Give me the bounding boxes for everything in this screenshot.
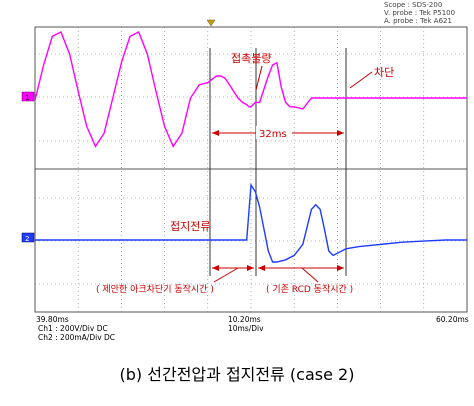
proposed-arrow-right-icon bbox=[247, 265, 254, 271]
svg-text:1: 1 bbox=[25, 94, 29, 102]
ch1-waveform bbox=[34, 31, 467, 148]
ch2-setting-label: Ch2 : 200mA/Div DC bbox=[38, 333, 115, 342]
rcd-time-pointer bbox=[301, 267, 319, 283]
ch1-marker: 1 bbox=[21, 91, 35, 102]
cutoff-pointer bbox=[349, 71, 373, 89]
figure-caption: (b) 선간전압과 접지전류 (case 2) bbox=[120, 365, 355, 384]
current-probe-label: A. probe : Tek A621 bbox=[384, 17, 452, 25]
duration-arrow-right-icon bbox=[337, 130, 344, 136]
duration-arrow-left-icon bbox=[212, 130, 219, 136]
time-start-label: 39.80ms bbox=[36, 315, 69, 324]
cutoff-label: 차단 bbox=[374, 66, 394, 79]
ch2-waveform bbox=[35, 182, 467, 263]
duration-label-bg bbox=[256, 126, 292, 139]
ch1-setting-label: Ch1 : 200V/Div DC bbox=[38, 324, 108, 333]
trigger-marker-icon bbox=[206, 19, 216, 27]
rcd-arrow-left-icon bbox=[258, 265, 265, 271]
time-end-label: 60.20ms bbox=[436, 315, 469, 324]
time-center-label: 10.20ms bbox=[228, 315, 261, 324]
duration-label: 32ms bbox=[259, 129, 287, 140]
svg-text:2: 2 bbox=[25, 235, 29, 243]
graticule-grid bbox=[35, 27, 467, 312]
proposed-time-pointer bbox=[213, 267, 239, 283]
voltage-probe-label: V. probe : Tek P5100 bbox=[384, 9, 455, 17]
proposed-arrow-left-icon bbox=[212, 265, 219, 271]
rcd-arrow-right-icon bbox=[337, 265, 344, 271]
scope-model-label: Scope : SDS-200 bbox=[384, 1, 442, 9]
contact-fault-pointer bbox=[255, 65, 263, 91]
rcd-time-label: ( 기존 RCD 동작시간 ) bbox=[266, 284, 353, 295]
contact-fault-label: 접촉불량 bbox=[231, 52, 271, 65]
time-scale-label: 10ms/Div bbox=[228, 324, 264, 333]
ch2-marker: 2 bbox=[21, 232, 35, 243]
proposed-breaker-time-label: ( 제안한 아크차단기 동작시간 ) bbox=[96, 283, 214, 295]
ground-current-label: 접지전류 bbox=[170, 220, 210, 233]
